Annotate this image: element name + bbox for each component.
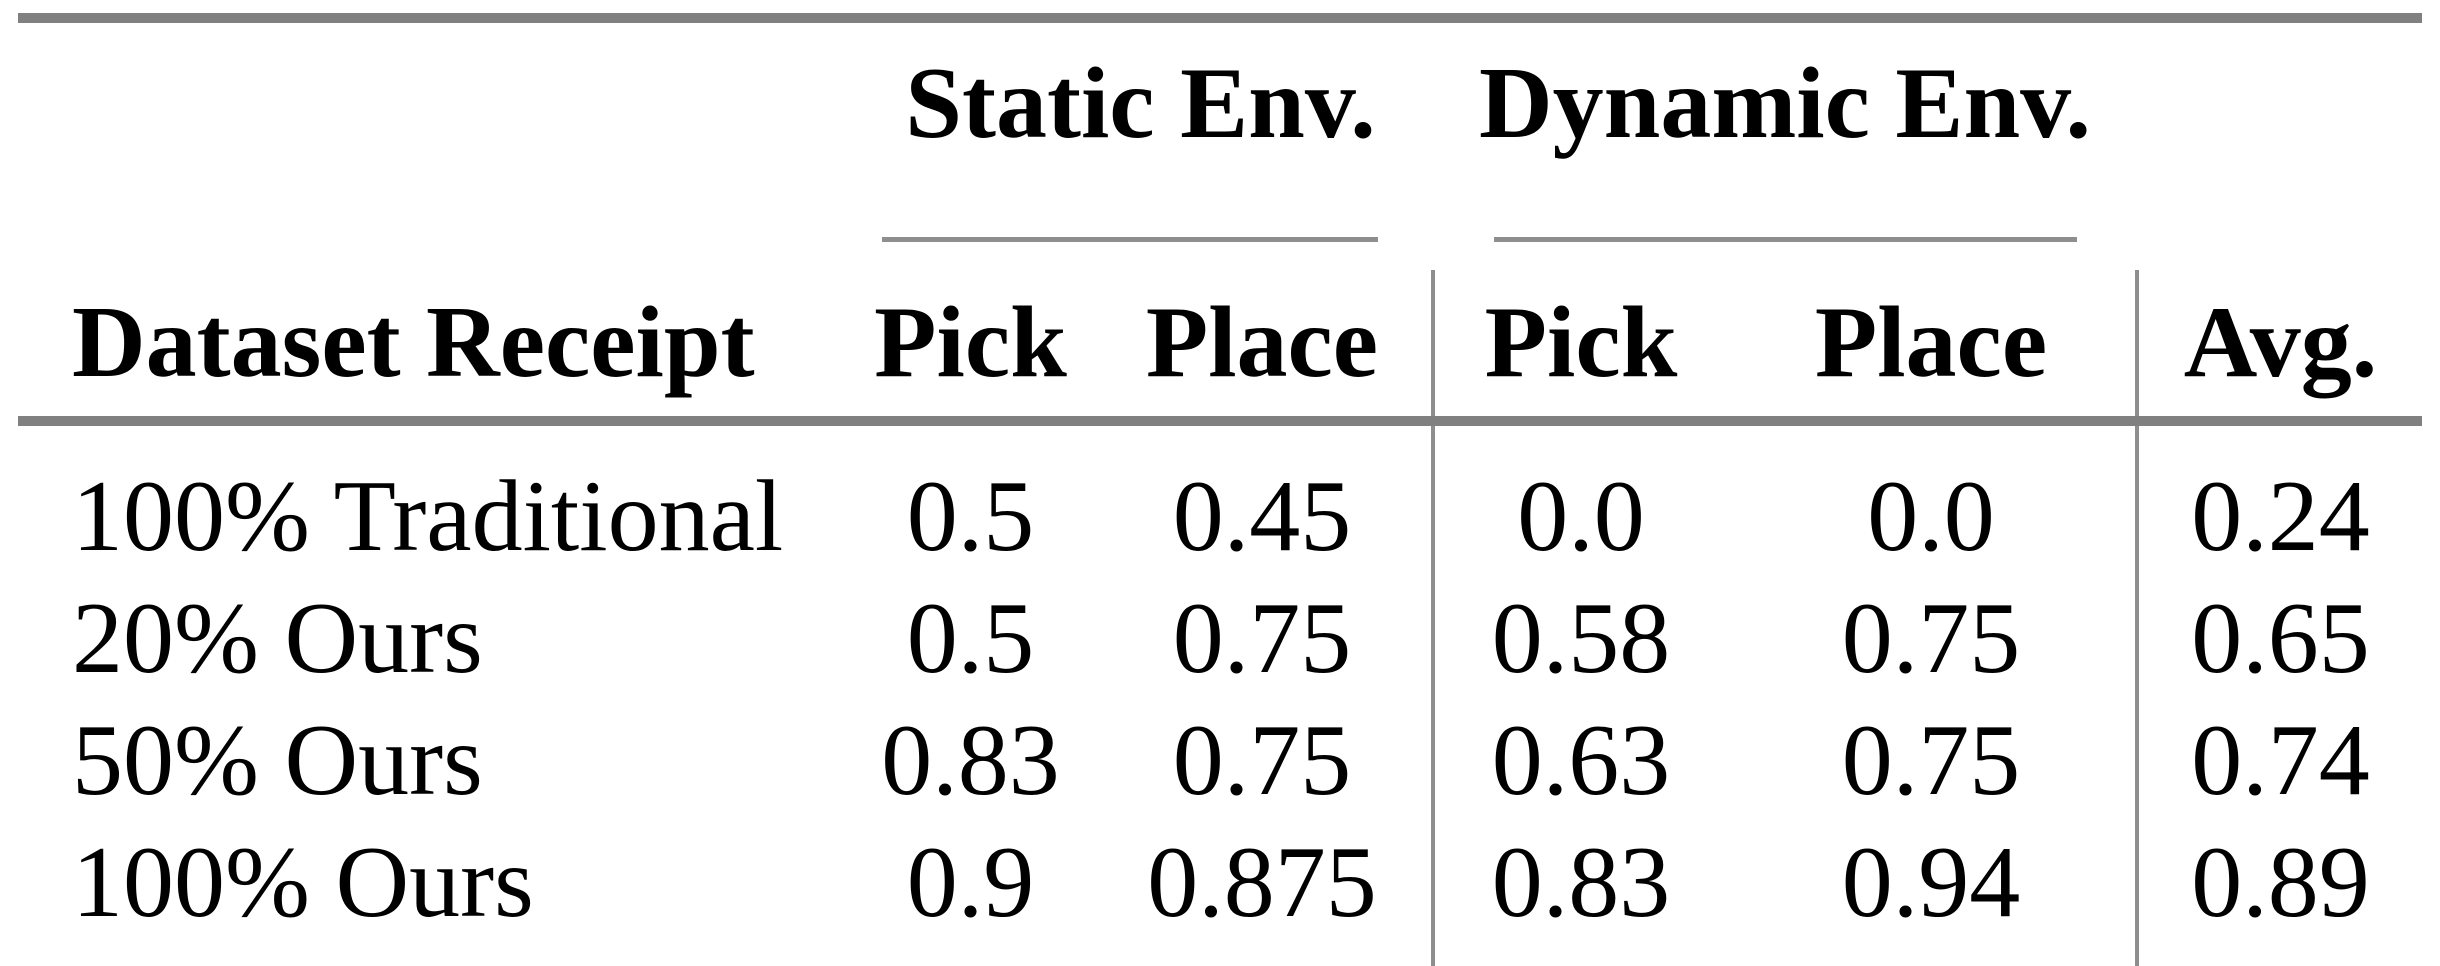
cell-dynamic-place: 0.94 [1841,826,2021,939]
cell-dynamic-pick: 0.63 [1431,700,1727,822]
results-table: Static Env. Dynamic Env. Dataset Receipt… [18,23,2423,966]
column-header-dataset-receipt: Dataset Receipt [72,286,755,399]
cell-avg: 0.74 [2135,700,2423,822]
cmidrule-dynamic [1494,237,2078,242]
cell-static-pick: 0.5 [848,416,1093,578]
group-header-dynamic-env: Dynamic Env. [1433,23,2137,270]
cell-static-place: 0.45 [1093,416,1433,578]
table-top-rule [18,13,2422,23]
group-header-spacer-avg [2137,23,2422,270]
row-label: 100% Traditional [18,416,848,578]
row-label: 20% Ours [72,582,483,695]
column-header-dynamic-place: Place [1814,286,2048,399]
cell-avg: 0.24 [2135,416,2423,578]
cell-static-pick: 0.5 [906,582,1035,695]
cell-dynamic-pick: 0.83 [1431,822,1727,966]
group-header-static-env: Static Env. [848,23,1433,270]
cell-avg: 0.65 [2135,578,2423,700]
cell-dynamic-place: 0.0 [1727,416,2138,578]
cmidrule-static [882,237,1378,242]
group-header-static-env-label: Static Env. [905,47,1376,160]
row-label: 50% Ours [72,704,483,817]
row-label: 100% Ours [72,826,534,939]
group-header-spacer [18,23,848,270]
cell-dynamic-place: 0.75 [1841,704,2021,817]
table-row-100pct-ours: 100% Ours 0.9 0.875 0.83 0.94 0.89 [18,822,2423,966]
cell-static-pick: 0.83 [881,704,1060,817]
group-header-row: Static Env. Dynamic Env. [18,23,2422,270]
cell-static-place: 0.875 [1147,826,1377,939]
column-header-static-place: Place [1145,286,1379,399]
cell-dynamic-place: 0.75 [1841,582,2021,695]
cell-dynamic-pick: 0.58 [1431,578,1727,700]
cell-static-place: 0.75 [1172,582,1352,695]
column-header-dynamic-pick: Pick [1431,270,1727,421]
cell-static-pick: 0.9 [906,826,1035,939]
table-row-50pct-ours: 50% Ours 0.83 0.75 0.63 0.75 0.74 [18,700,2423,822]
column-header-avg: Avg. [2135,270,2423,421]
column-header-static-pick: Pick [874,286,1067,399]
column-header-row: Dataset Receipt Pick Place Pick Place Av… [18,270,2423,421]
group-header-dynamic-env-label: Dynamic Env. [1478,47,2092,160]
table-row-20pct-ours: 20% Ours 0.5 0.75 0.58 0.75 0.65 [18,578,2423,700]
cell-static-place: 0.75 [1172,704,1352,817]
table-row-100pct-traditional: 100% Traditional 0.5 0.45 0.0 0.0 0.24 [18,416,2423,578]
cell-avg: 0.89 [2135,822,2423,966]
cell-dynamic-pick: 0.0 [1431,416,1727,578]
